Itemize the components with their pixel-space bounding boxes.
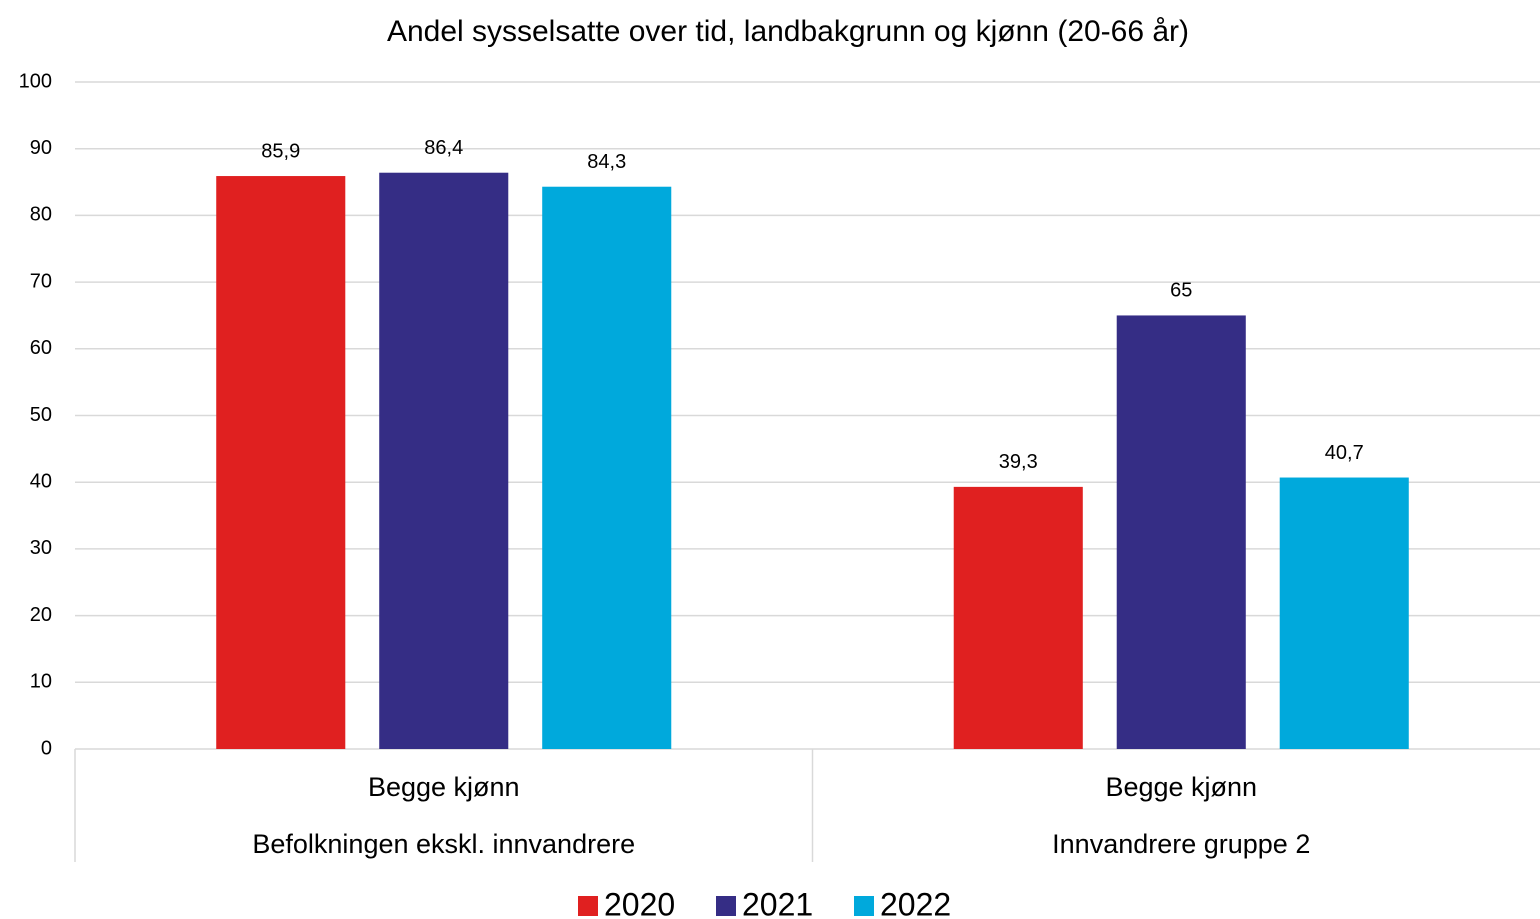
x-tick-label: Begge kjønn: [1105, 772, 1257, 802]
x-tick-label: Begge kjønn: [368, 772, 520, 802]
legend-label: 2022: [880, 886, 951, 919]
legend-label: 2020: [604, 886, 675, 919]
legend-swatch: [716, 896, 736, 916]
bar: [1279, 477, 1409, 749]
y-tick-label: 20: [30, 604, 52, 626]
bar: [953, 486, 1083, 749]
y-tick-label: 60: [30, 337, 52, 359]
y-tick-label: 50: [30, 404, 52, 426]
legend-swatch: [854, 896, 874, 916]
legend-swatch: [578, 896, 598, 916]
y-tick-label: 10: [30, 671, 52, 693]
y-tick-label: 90: [30, 137, 52, 159]
chart-title: Andel sysselsatte over tid, landbakgrunn…: [387, 15, 1189, 48]
data-label: 84,3: [587, 151, 626, 173]
data-label: 86,4: [424, 137, 463, 159]
bar: [379, 172, 509, 749]
y-tick-label: 100: [19, 70, 52, 92]
y-tick-label: 80: [30, 204, 52, 226]
bar: [1116, 315, 1246, 749]
data-label: 40,7: [1325, 442, 1364, 464]
bar: [216, 176, 346, 749]
y-tick-label: 70: [30, 270, 52, 292]
y-tick-label: 40: [30, 470, 52, 492]
x-group-label: Innvandrere gruppe 2: [1052, 829, 1310, 859]
y-tick-label: 30: [30, 537, 52, 559]
data-label: 85,9: [261, 140, 300, 162]
x-group-label: Befolkningen ekskl. innvandrere: [252, 829, 635, 859]
data-label: 39,3: [999, 451, 1038, 473]
data-label: 65: [1170, 280, 1192, 302]
legend-label: 2021: [742, 886, 813, 919]
bar: [542, 186, 672, 749]
y-tick-label: 0: [41, 737, 52, 759]
